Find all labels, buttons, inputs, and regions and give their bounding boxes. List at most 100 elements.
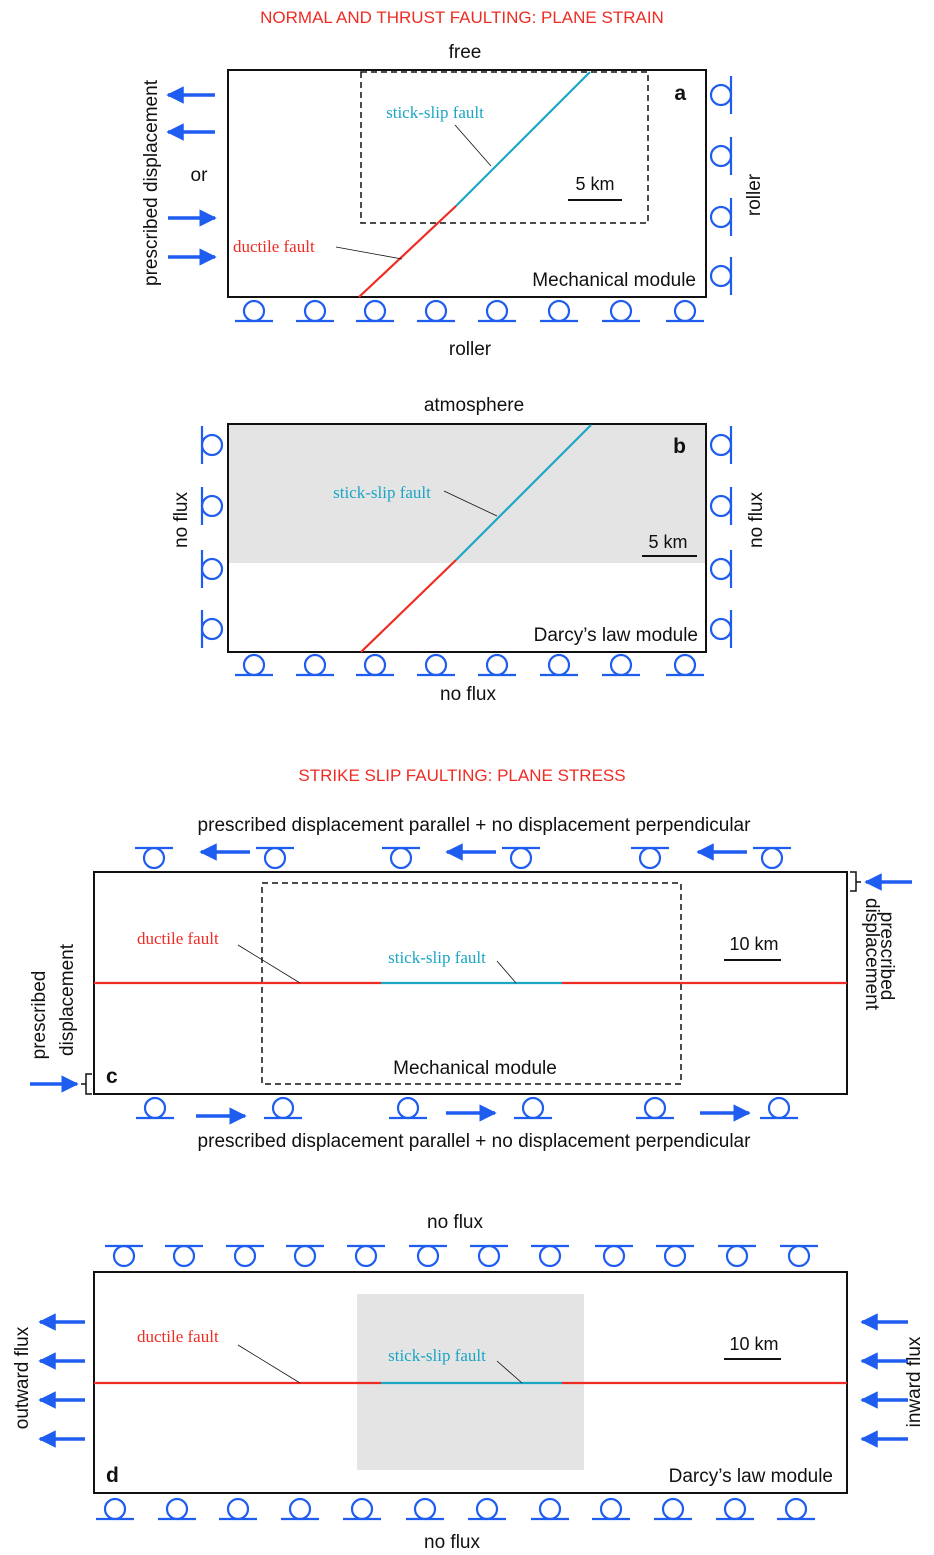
panel-d-module-label: Darcy’s law module [669,1466,833,1487]
panel-a-letter: a [674,82,686,105]
roller-symbol [540,299,578,323]
panel-d-top-rollers [105,1244,818,1268]
panel-c-bottom-rollers [136,1096,798,1120]
roller-symbol [105,1244,143,1268]
panel-b-module-label: Darcy’s law module [534,625,698,646]
roller-symbol [602,299,640,323]
panel-b: stick-slip fault b 5 km Darcy’s law modu… [171,395,767,705]
panel-a-or-label: or [191,165,209,186]
roller-symbol [382,846,420,870]
panel-b-ductile-fault [360,559,457,653]
panel-a-left-label: prescribed displacement [141,79,162,286]
panel-a-stick-slip-fault [455,71,591,207]
roller-symbol [417,299,455,323]
roller-symbol [235,653,273,677]
roller-symbol [602,653,640,677]
roller-symbol [709,198,733,236]
roller-symbol [780,1244,818,1268]
panel-c-ductile-leader [237,944,301,984]
roller-symbol [286,1244,324,1268]
roller-symbol [235,299,273,323]
panel-d-stick-leader [496,1360,523,1384]
roller-symbol [654,1497,692,1521]
panel-c-stick-leader [496,960,517,984]
roller-symbol [219,1497,257,1521]
panel-a-ductile-leader [335,246,403,260]
panel-d-scale-label: 10 km [729,1334,778,1354]
roller-symbol [709,76,733,114]
panel-c: ductile fault stick-slip fault 10 km Mec… [29,815,912,1152]
roller-symbol [417,653,455,677]
roller-symbol [709,610,733,648]
panel-a-module-label: Mechanical module [532,270,696,291]
roller-symbol [96,1497,134,1521]
roller-symbol [540,653,578,677]
roller-symbol [709,137,733,175]
panel-d-right-arrows [860,1313,908,1448]
roller-symbol [165,1244,203,1268]
panel-c-stick-label: stick-slip fault [388,948,486,967]
roller-symbol [264,1096,302,1120]
panel-d-right-label: inward flux [904,1336,925,1427]
panel-d-left-label: outward flux [12,1326,33,1429]
panel-b-box [227,423,707,653]
roller-symbol [777,1497,815,1521]
panel-a-stick-label: stick-slip fault [386,103,484,122]
panel-d-left-arrows [38,1313,85,1448]
roller-symbol [709,426,733,464]
roller-symbol [356,653,394,677]
panel-a-ductile-label: ductile fault [233,237,315,256]
panel-b-letter: b [673,435,686,458]
roller-symbol [716,1497,754,1521]
roller-symbol [200,550,224,588]
panel-b-right-label: no flux [746,492,767,548]
panel-a-ductile-fault [358,205,457,298]
panel-a-stick-leader [454,124,492,167]
panel-b-shade [229,425,705,563]
panel-a-box [227,69,707,298]
panel-d-stick-label: stick-slip fault [388,1346,486,1365]
roller-symbol [531,1497,569,1521]
roller-symbol [256,846,294,870]
roller-symbol [478,299,516,323]
roller-symbol [666,299,704,323]
panel-c-right-label-1: prescribed [876,912,897,1001]
roller-symbol [200,487,224,525]
panel-a-right-label: roller [744,173,765,216]
roller-symbol [718,1244,756,1268]
roller-symbol [592,1497,630,1521]
panel-d-ductile-leader [237,1344,301,1384]
panel-b-stick-leader [443,490,498,517]
panel-b-right-rollers [709,426,733,648]
roller-symbol [478,653,516,677]
panel-a-scale-label: 5 km [575,174,614,194]
roller-symbol [631,846,669,870]
panel-b-left-rollers [200,426,224,648]
panel-c-right-label-2: displacement [861,898,882,1011]
roller-symbol [468,1497,506,1521]
panel-c-left-bracket [81,1073,92,1095]
roller-symbol [709,550,733,588]
roller-symbol [347,1244,385,1268]
panel-b-scale-label: 5 km [648,532,687,552]
roller-symbol [343,1497,381,1521]
panel-c-letter: c [106,1065,118,1088]
panel-b-stick-slip-fault [455,424,592,561]
roller-symbol [158,1497,196,1521]
panel-c-left-label-2: displacement [57,943,78,1056]
section-title-plane-strain: NORMAL AND THRUST FAULTING: PLANE STRAIN [260,8,664,27]
roller-symbol [226,1244,264,1268]
panel-d-top-label: no flux [427,1212,483,1233]
roller-symbol [406,1497,444,1521]
panel-a-top-label: free [449,42,482,63]
panel-c-ductile-label: ductile fault [137,929,219,948]
roller-symbol [636,1096,674,1120]
panel-c-scale-label: 10 km [729,934,778,954]
roller-symbol [281,1497,319,1521]
panel-d-bottom-label: no flux [424,1532,480,1553]
roller-symbol [200,426,224,464]
panel-a-bottom-label: roller [449,339,492,360]
roller-symbol [200,610,224,648]
panel-a-left-arrows [166,86,217,266]
panel-a-right-rollers [709,76,733,295]
